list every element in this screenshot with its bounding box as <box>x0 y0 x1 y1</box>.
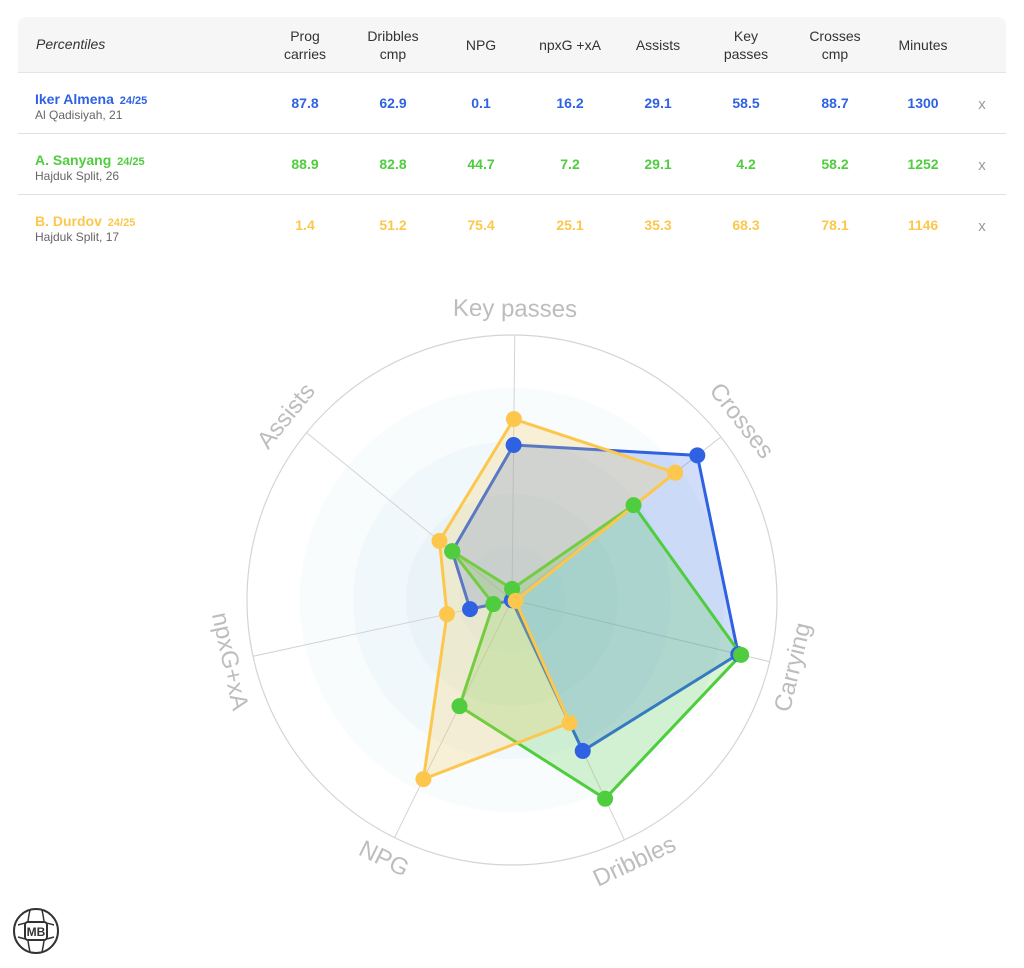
data-point <box>504 580 521 597</box>
percentile-cell: 75.4 <box>467 217 495 233</box>
axis-label: Carrying <box>769 620 816 714</box>
percentile-cell: 1146 <box>907 217 939 233</box>
player-name[interactable]: Iker Almena 24/25 <box>35 91 148 107</box>
player-row: Iker Almena 24/25 Al Qadisiyah, 21 87.8 62.… <box>18 73 1006 134</box>
percentile-cell: 82.8 <box>379 156 407 172</box>
data-point <box>667 464 684 481</box>
percentile-cell: 29.1 <box>644 156 672 172</box>
percentile-cell: 35.3 <box>644 217 672 233</box>
player-name[interactable]: B. Durdov 24/25 <box>35 213 136 229</box>
percentile-cell: 4.2 <box>736 156 756 172</box>
percentile-cell: 51.2 <box>379 217 407 233</box>
data-point <box>444 543 461 560</box>
column-header[interactable]: Minutes <box>898 36 948 53</box>
percentile-cell: 1.4 <box>295 217 315 233</box>
column-header[interactable]: Dribbles cmp <box>367 27 419 62</box>
data-point <box>689 447 706 464</box>
remove-player-button[interactable]: x <box>978 96 986 113</box>
data-point <box>505 436 522 453</box>
data-point <box>505 411 522 428</box>
percentile-cell: 16.2 <box>556 95 584 111</box>
column-header[interactable]: Assists <box>635 36 681 53</box>
axis-spoke <box>511 599 770 663</box>
percentile-cell: 58.2 <box>821 156 849 172</box>
data-point <box>485 596 502 613</box>
percentile-cell: 25.1 <box>556 217 584 233</box>
data-point <box>431 532 448 549</box>
percentile-cell: 44.7 <box>467 156 495 172</box>
column-header[interactable]: Prog carries <box>283 27 326 62</box>
percentile-cell: 0.1 <box>471 95 491 111</box>
column-header[interactable]: NPG <box>465 36 497 53</box>
column-header[interactable]: Key passes <box>723 27 769 62</box>
data-point <box>462 601 479 618</box>
percentile-cell: 1252 <box>907 156 939 172</box>
data-point <box>451 698 468 715</box>
percentile-cell: 87.8 <box>291 95 319 111</box>
player-row: B. Durdov 24/25 Hajduk Split, 17 1.4 51.2 75… <box>18 195 1006 255</box>
data-point <box>597 790 614 807</box>
remove-player-button[interactable]: x <box>978 157 986 174</box>
axis-label: npxG+xA <box>206 610 253 713</box>
percentile-cell: 88.7 <box>821 95 849 111</box>
player-name[interactable]: A. Sanyang 24/25 <box>35 152 145 168</box>
column-header[interactable]: Crosses cmp <box>809 27 861 62</box>
percentile-cell: 62.9 <box>379 95 407 111</box>
mb-logo: MB <box>13 908 59 954</box>
series-polygon <box>450 503 743 801</box>
data-point <box>507 592 524 609</box>
axis-label: Key passes <box>453 295 577 323</box>
axis-spoke <box>394 599 513 838</box>
data-point <box>439 606 456 623</box>
player-season: 24/25 <box>117 156 145 168</box>
column-header[interactable]: npxG +xA <box>539 36 601 53</box>
player-club: Hajduk Split, 17 <box>35 230 120 244</box>
series-polygon <box>421 417 677 781</box>
data-point <box>415 771 432 788</box>
table-header: Percentiles Prog carries Dribbles cmp NPG n… <box>18 17 1006 73</box>
percentiles-table: Percentiles Prog carries Dribbles cmp NPG n… <box>18 17 1006 255</box>
svg-text:MB: MB <box>27 925 46 939</box>
remove-player-button[interactable]: x <box>978 218 986 235</box>
percentile-cell: 58.5 <box>732 95 760 111</box>
data-point <box>625 497 642 514</box>
player-club: Al Qadisiyah, 21 <box>35 108 123 122</box>
player-club: Hajduk Split, 26 <box>35 169 120 183</box>
axis-spoke <box>511 335 516 601</box>
data-point <box>561 714 578 731</box>
percentile-cell: 78.1 <box>821 217 849 233</box>
percentile-cell: 68.3 <box>732 217 760 233</box>
data-point <box>574 742 591 759</box>
percentile-cell: 88.9 <box>291 156 319 172</box>
percentile-cell: 1300 <box>907 95 939 111</box>
percentile-cell: 7.2 <box>560 156 580 172</box>
data-point <box>733 646 750 663</box>
percentile-cell: 29.1 <box>644 95 672 111</box>
axis-spoke <box>306 432 513 601</box>
player-season: 24/25 <box>119 95 148 107</box>
player-season: 24/25 <box>107 217 136 229</box>
header-title: Percentiles <box>36 36 106 52</box>
player-row: A. Sanyang 24/25 Hajduk Split, 26 88.9 82.8… <box>18 134 1006 195</box>
